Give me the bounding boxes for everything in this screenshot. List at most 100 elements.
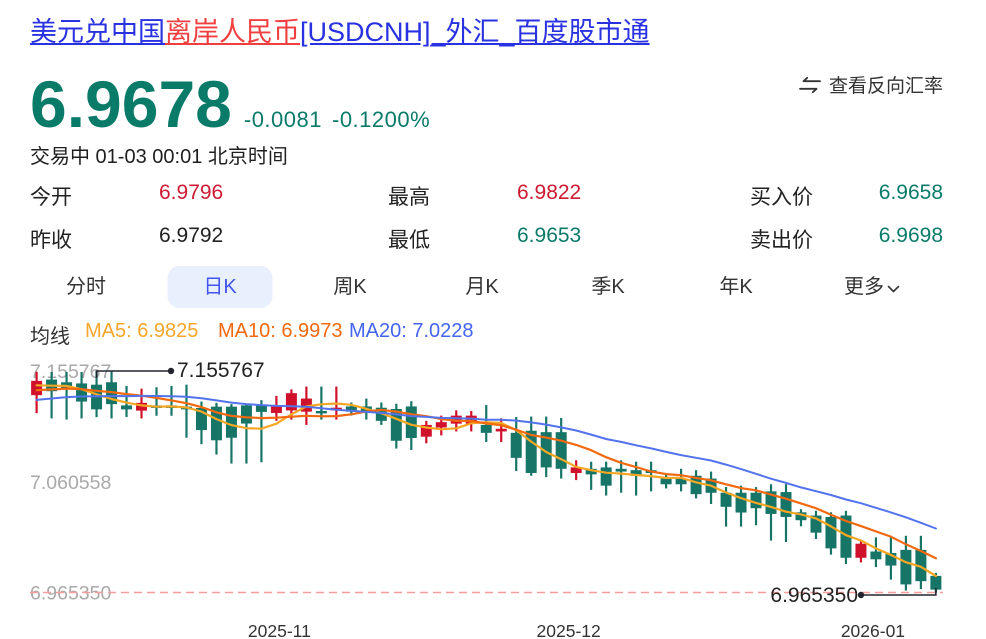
ma20-line <box>35 394 937 530</box>
field-label-open: 今开 <box>30 186 72 209</box>
tab-monthly-k[interactable]: 月K <box>465 266 498 308</box>
candle-body <box>285 393 297 411</box>
candle-body <box>210 406 222 441</box>
field-value-ask: 6.9698 <box>878 224 943 247</box>
field-value-bid: 6.9658 <box>878 181 943 204</box>
candle-body <box>675 478 687 485</box>
candle-body <box>840 515 852 558</box>
candle-body <box>540 432 552 468</box>
price-change: -0.0081 <box>243 107 322 132</box>
tab-quarterly-k[interactable]: 季K <box>591 266 624 308</box>
tab-label: 周K <box>333 276 367 298</box>
tab-label: 分时 <box>66 276 106 298</box>
candle-body <box>31 380 43 396</box>
ma10-legend: MA10: 6.9973 <box>218 320 343 342</box>
candle-body <box>870 551 882 560</box>
title-part-suffix: [USDCNH]_外汇_百度股市通 <box>300 17 650 47</box>
max-annotation-pointer <box>95 370 171 378</box>
view-reverse-rate-link[interactable]: 查看反向汇率 <box>799 71 943 98</box>
max-annotation-dot <box>167 367 175 375</box>
candle-body <box>585 468 597 475</box>
tab-more[interactable]: 更多 <box>844 266 900 308</box>
ma5-legend: MA5: 6.9825 <box>85 320 199 342</box>
x-axis-label-2: 2026-01 <box>841 621 905 639</box>
page-title-link[interactable]: 美元兑中国离岸人民币[USDCNH]_外汇_百度股市通 <box>30 16 650 48</box>
ma20-legend: MA20: 7.0228 <box>349 320 474 342</box>
tab-daily-k[interactable]: 日K <box>167 266 273 308</box>
candle-body <box>121 405 133 410</box>
candle-body <box>450 415 462 424</box>
candle-body <box>390 408 402 441</box>
y-axis-label-1: 7.060558 <box>30 472 111 494</box>
y-axis-label-0: 7.155767 <box>30 361 111 383</box>
candle-body <box>795 512 807 521</box>
title-part-prefix: 美元兑中国 <box>30 17 165 47</box>
tab-label: 月K <box>465 276 499 298</box>
field-label-high: 最高 <box>388 186 430 209</box>
tab-yearly-k[interactable]: 年K <box>719 266 752 308</box>
swap-arrows-icon <box>799 76 821 93</box>
candle-body <box>240 405 252 424</box>
candle-body <box>615 468 627 472</box>
candle-body <box>255 405 267 412</box>
x-axis-label-0: 2025-11 <box>248 621 311 639</box>
candle-body <box>600 467 612 486</box>
tab-label: 季K <box>591 276 625 298</box>
tab-label: 年K <box>719 276 753 298</box>
field-label-low: 最低 <box>388 229 430 252</box>
ma-legend-prefix: 均线 <box>30 326 70 348</box>
candle-body <box>690 475 702 495</box>
candle-body <box>660 478 672 485</box>
field-value-high: 6.9822 <box>517 181 582 204</box>
candle-body <box>630 470 642 476</box>
candle-body <box>915 549 927 582</box>
candle-body <box>225 406 237 438</box>
ma10-line <box>35 387 938 560</box>
price-change-percent: -0.1200% <box>332 107 431 132</box>
trading-status-line: 交易中 01-03 00:01 北京时间 <box>30 146 288 168</box>
candle-body <box>810 515 822 533</box>
tab-label: 更多 <box>844 276 884 298</box>
y-axis-label-2: 6.965350 <box>30 583 111 605</box>
candle-body <box>780 492 792 517</box>
candle-body <box>195 407 207 431</box>
candle-body <box>765 491 777 514</box>
candle-body <box>510 432 522 458</box>
quote-summary-table: 今开 6.9796 最高 6.9822 买入价 6.9658 昨收 6.9792… <box>30 181 943 254</box>
candle-body <box>136 402 148 411</box>
min-annotation-pointer <box>861 588 937 596</box>
tab-weekly-k[interactable]: 周K <box>333 266 366 308</box>
field-value-prev-close: 6.9792 <box>159 224 224 247</box>
x-axis-label-1: 2025-12 <box>537 621 601 639</box>
candle-body <box>465 415 477 424</box>
field-label-ask: 卖出价 <box>750 229 813 252</box>
candle-body <box>405 406 417 438</box>
field-label-prev-close: 昨收 <box>30 229 72 252</box>
candle-body <box>570 467 582 473</box>
max-annotation-label: 7.155767 <box>177 359 265 382</box>
candle-body <box>885 553 897 566</box>
candle-body <box>720 492 732 507</box>
field-value-open: 6.9796 <box>159 181 224 204</box>
candle-body <box>420 424 432 437</box>
candle-body <box>345 406 357 412</box>
current-price: 6.9678 <box>30 67 232 141</box>
candle-body <box>495 428 507 432</box>
title-part-highlight: 离岸人民币 <box>165 17 300 47</box>
candle-body <box>270 405 282 413</box>
kline-period-tabs: 分时 日K 周K 月K 季K 年K 更多 <box>0 266 986 308</box>
price-block: 6.9678 -0.0081 -0.1200% <box>30 70 430 138</box>
candle-body <box>76 383 88 402</box>
candle-body <box>480 424 492 433</box>
candle-body <box>900 549 912 585</box>
candle-body <box>555 432 567 469</box>
tab-minute[interactable]: 分时 <box>66 266 106 308</box>
ma5-line <box>35 384 938 578</box>
reverse-rate-label: 查看反向汇率 <box>828 76 943 97</box>
chevron-down-icon <box>887 285 900 293</box>
candlestick-chart[interactable]: 7.155767 7.060558 6.965350 7.155767 6.965350… <box>0 350 986 639</box>
candle-body <box>315 410 327 414</box>
candlestick-chart-svg: 7.155767 7.060558 6.965350 7.155767 6.965350… <box>30 359 943 639</box>
field-label-bid: 买入价 <box>750 186 813 209</box>
